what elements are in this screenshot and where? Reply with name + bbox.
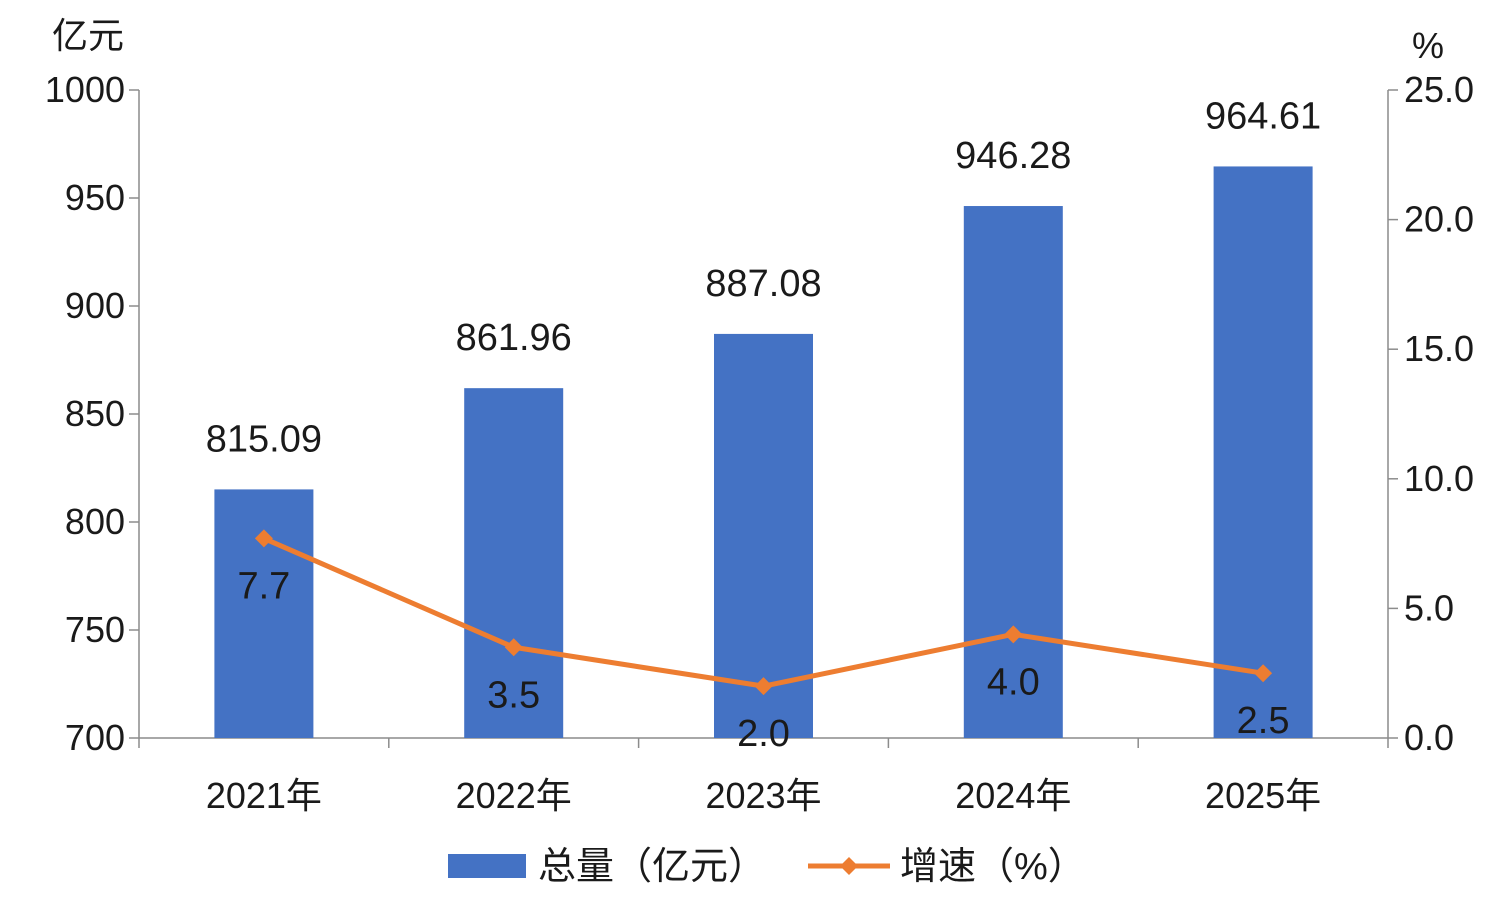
line-value-label: 4.0: [987, 661, 1040, 703]
left-axis-tick-label: 900: [65, 285, 125, 326]
bars-layer: [214, 166, 1313, 739]
x-axis-tick-label: 2021年: [206, 775, 322, 816]
legend-line-label: 增速（%）: [900, 846, 1086, 888]
x-axis-tick-label: 2022年: [456, 775, 572, 816]
right-axis-unit: %: [1412, 25, 1444, 66]
bar-value-label: 861.96: [456, 317, 572, 359]
line-layer: [254, 529, 1273, 696]
x-axis-tick-label: 2024年: [955, 775, 1071, 816]
x-axis-tick-label: 2023年: [705, 775, 821, 816]
left-axis-tick-label: 850: [65, 393, 125, 434]
labels-layer: 815.09 861.96 887.08 946.28 964.61 7.7 3.5 2.0 4…: [206, 95, 1321, 755]
left-axis-tick-label: 1000: [45, 69, 125, 110]
line-point-marker: [1254, 664, 1273, 683]
line-value-label: 2.5: [1237, 700, 1290, 742]
line-point-marker: [504, 638, 523, 657]
left-axis-tick-label: 800: [65, 501, 125, 542]
right-axis-tick-label: 10.0: [1404, 458, 1474, 499]
line-value-label: 7.7: [237, 565, 290, 607]
left-axis-unit: 亿元: [52, 15, 124, 56]
bar-value-label: 815.09: [206, 418, 322, 460]
right-axis-tick-label: 20.0: [1404, 199, 1474, 240]
x-axis-tick-label: 2025年: [1205, 775, 1321, 816]
right-axis-tick-label: 0.0: [1404, 717, 1454, 758]
bar: [1213, 166, 1313, 739]
line-point-marker: [254, 529, 273, 548]
line-point-marker: [1004, 625, 1023, 644]
line-value-label: 2.0: [737, 713, 790, 755]
right-axis-tick-label: 5.0: [1404, 587, 1454, 628]
line-value-label: 3.5: [487, 674, 540, 716]
legend-bar-label: 总量（亿元）: [538, 846, 766, 888]
bar-value-label: 964.61: [1205, 95, 1321, 137]
bar: [714, 333, 813, 738]
bar: [464, 388, 564, 738]
line-point-marker: [754, 677, 773, 696]
right-axis-tick-label: 25.0: [1404, 69, 1474, 110]
legend: 总量（亿元） 增速（%）: [448, 846, 1086, 888]
right-axis-tick-label: 15.0: [1404, 328, 1474, 369]
bar: [214, 489, 314, 738]
bar-value-label: 887.08: [705, 263, 821, 305]
legend-line-marker: [840, 857, 858, 875]
legend-bar-swatch: [448, 854, 526, 878]
bar-value-label: 946.28: [955, 135, 1071, 177]
left-axis-tick-label: 750: [65, 609, 125, 650]
left-axis-tick-label: 950: [65, 177, 125, 218]
left-axis-tick-label: 700: [65, 717, 125, 758]
bar: [963, 206, 1063, 738]
axes-layer: 700 750 800 850 900 950 1000 亿元 0.0 5.0 10.0 15.0 20…: [45, 15, 1474, 816]
